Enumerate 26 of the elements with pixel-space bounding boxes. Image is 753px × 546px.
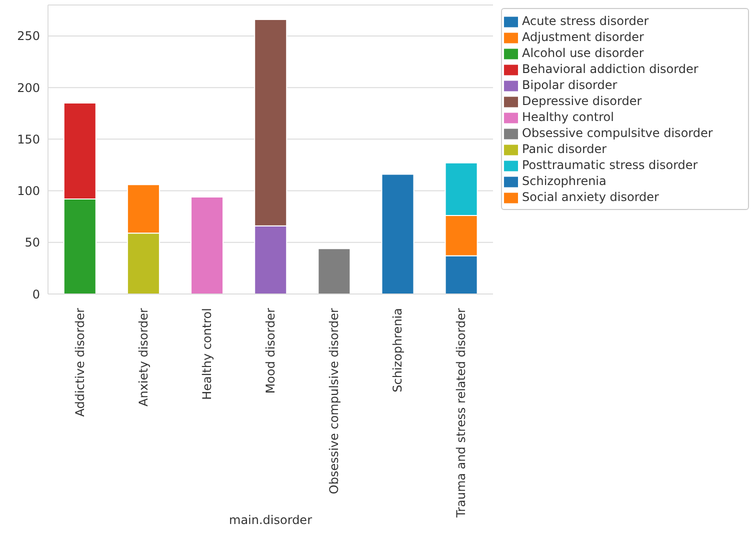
x-tick-label: Schizophrenia: [390, 308, 405, 392]
x-axis-title: main.disorder: [229, 513, 312, 527]
legend-label: Bipolar disorder: [522, 78, 618, 92]
y-tick-label: 100: [17, 184, 40, 198]
x-tick-label: Mood disorder: [264, 308, 278, 394]
legend-label: Depressive disorder: [522, 94, 642, 108]
y-tick-label: 0: [32, 287, 40, 302]
y-tick-label: 150: [17, 132, 40, 146]
x-tick-label: Healthy control: [200, 308, 214, 400]
legend-label: Schizophrenia: [522, 174, 606, 188]
legend-label: Posttraumatic stress disorder: [522, 158, 698, 172]
y-tick-label: 250: [17, 29, 40, 44]
x-tick-label: Addictive disorder: [72, 308, 87, 417]
legend-label: Behavioral addiction disorder: [522, 62, 698, 76]
x-tick-label: Obsessive compulsive disorder: [327, 308, 342, 494]
x-tick-label: Trauma and stress related disorder: [454, 308, 468, 518]
legend-label: Acute stress disorder: [522, 14, 649, 28]
legend-label: Alcohol use disorder: [522, 46, 644, 60]
x-tick-label: Anxiety disorder: [136, 308, 150, 406]
legend-label: Panic disorder: [522, 142, 607, 156]
y-tick-label: 50: [24, 236, 40, 250]
legend-label: Adjustment disorder: [522, 30, 644, 44]
y-tick-label: 200: [17, 80, 40, 95]
legend-label: Social anxiety disorder: [522, 190, 659, 204]
legend-label: Healthy control: [522, 110, 614, 124]
legend-label: Obsessive compulsitve disorder: [522, 126, 713, 140]
